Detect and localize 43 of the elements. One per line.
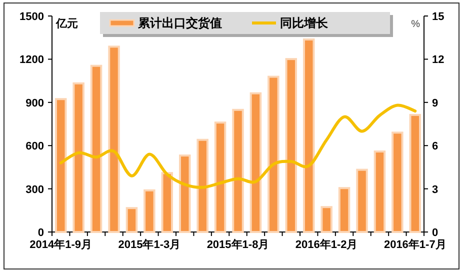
bar [374,150,386,233]
bar [392,132,404,233]
bar [409,114,422,233]
y2-tick-label: 0 [432,227,438,239]
bar [338,187,350,233]
bar [214,122,226,233]
bar [232,108,244,233]
y-tick-label: 300 [26,184,44,196]
bar [268,76,280,233]
bar [54,98,67,233]
y-tick-label: 0 [38,227,44,239]
bar [302,38,315,233]
bar [108,46,120,233]
y-tick-label: 1200 [20,54,44,66]
bar [178,154,191,233]
y2-tick-label: 9 [432,97,438,110]
y2-tick-label: 15 [432,11,444,23]
x-tick-label: 2015年1-8月 [206,238,270,251]
bar [72,82,84,233]
legend-label: 同比增长 [280,16,329,30]
bar [90,64,102,233]
y-axis-title: 亿元 [55,18,78,30]
bar [144,189,156,233]
bar [250,92,262,233]
y2-axis-title: % [411,19,420,30]
y-tick-label: 600 [26,140,44,153]
y-tick-label: 1500 [20,11,44,23]
x-tick-label: 2016年1-7月 [384,238,446,251]
x-tick-label: 2015年1-3月 [118,238,181,251]
bar [161,172,174,233]
legend-label: 累计出口交货值 [137,16,222,30]
y-tick-label: 900 [26,97,44,110]
y2-tick-label: 12 [432,54,444,66]
y2-tick-label: 6 [432,140,438,153]
bar [126,207,138,233]
x-tick-label: 2014年1-9月 [30,238,92,251]
bar [356,168,368,233]
line-series [59,104,417,189]
bar [196,138,208,233]
x-tick-label: 2016年1-2月 [295,238,358,251]
y2-tick-label: 3 [432,184,438,196]
bar [285,58,298,233]
bar [320,206,332,233]
